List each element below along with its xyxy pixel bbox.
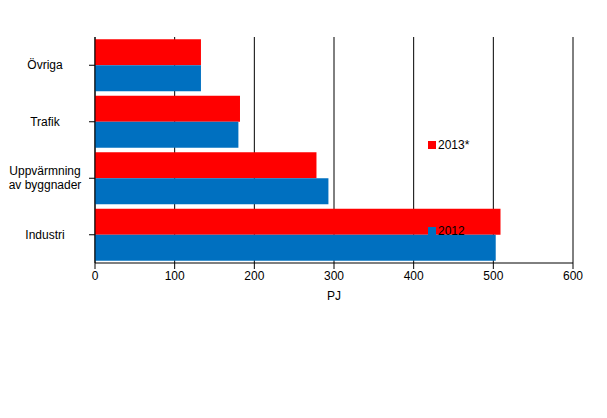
svg-text:300: 300 bbox=[324, 269, 344, 283]
svg-text:Uppvärmningav byggnader: Uppvärmningav byggnader bbox=[9, 164, 82, 192]
svg-text:PJ: PJ bbox=[327, 289, 341, 303]
svg-text:Industri: Industri bbox=[25, 228, 64, 242]
svg-text:600: 600 bbox=[563, 269, 583, 283]
html-text:2013*: 2013* bbox=[438, 138, 470, 152]
svg-text:400: 400 bbox=[404, 269, 424, 283]
svg-text:200: 200 bbox=[244, 269, 264, 283]
svg-text:0: 0 bbox=[92, 269, 99, 283]
svg-text:Övriga: Övriga bbox=[27, 58, 63, 72]
html-text:2012: 2012 bbox=[438, 224, 465, 238]
svg-text:100: 100 bbox=[165, 269, 185, 283]
svg-text:500: 500 bbox=[483, 269, 503, 283]
svg-text:Trafik: Trafik bbox=[30, 115, 61, 129]
